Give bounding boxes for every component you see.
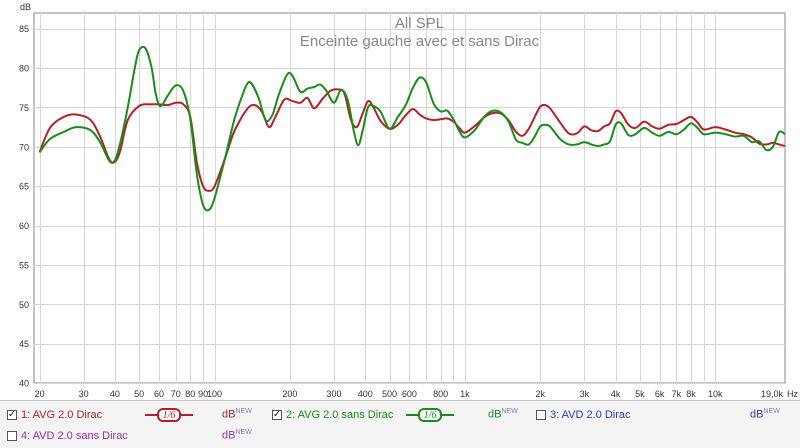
- legend-1-checkbox[interactable]: ✓: [7, 409, 17, 420]
- x-tick-label: 2k: [535, 389, 545, 399]
- y-tick-label: 55: [19, 260, 29, 270]
- legend-1-smoothing[interactable]: 1/6: [145, 405, 193, 425]
- y-tick-label: 40: [19, 379, 29, 389]
- y-tick-label: 70: [19, 142, 29, 152]
- x-tick-label: 5k: [635, 389, 645, 399]
- x-tick-label: 20: [35, 389, 45, 399]
- x-tick-label: 4k: [611, 389, 621, 399]
- smoothing-1-badge[interactable]: 1/6: [157, 408, 181, 422]
- legend-entry-1: ✓ 1: AVG 2.0 Dirac: [7, 405, 102, 425]
- x-tick-label: 19,0k: [761, 389, 784, 399]
- x-tick-label: 1k: [460, 389, 470, 399]
- legend-3-db-label[interactable]: dBNEW: [750, 408, 780, 421]
- x-tick-label: 60: [154, 389, 164, 399]
- y-tick-label: 45: [19, 339, 29, 349]
- chart-subtitle: Enceinte gauche avec et sans Dirac: [300, 33, 540, 50]
- chart-title: All SPL: [395, 15, 444, 32]
- y-tick-label: 85: [19, 24, 29, 34]
- x-tick-label: 50: [134, 389, 144, 399]
- x-tick-label: 800: [433, 389, 448, 399]
- y-tick-label: 50: [19, 300, 29, 310]
- legend-entry-3: 3: AVD 2.0 Dirac: [536, 405, 631, 425]
- x-tick-label: 8k: [686, 389, 696, 399]
- x-tick-label: 80: [185, 389, 195, 399]
- x-tick-label: 70: [171, 389, 181, 399]
- legend-4-number: 4: [21, 430, 28, 442]
- legend-4-label: 4: AVD 2.0 sans Dirac: [21, 430, 128, 442]
- series-line-2: [38, 45, 786, 212]
- x-tick-label: 90: [198, 389, 208, 399]
- x-tick-label: 600: [402, 389, 417, 399]
- legend-2-number: 2: [286, 409, 293, 421]
- legend-2-checkbox[interactable]: ✓: [272, 409, 282, 420]
- legend-3-number: 3: [550, 409, 557, 421]
- legend-3-label: 3: AVD 2.0 Dirac: [550, 409, 631, 421]
- legend-2-db-label[interactable]: dBNEW: [488, 408, 518, 421]
- legend-1-name: AVG 2.0 Dirac: [32, 409, 103, 421]
- legend-1-number: 1: [21, 409, 28, 421]
- x-tick-label: 10k: [708, 389, 723, 399]
- legend-1-label: 1: AVG 2.0 Dirac: [21, 409, 103, 421]
- x-tick-label: 200: [282, 389, 297, 399]
- x-tick-label: 40: [110, 389, 120, 399]
- x-tick-label: 400: [358, 389, 373, 399]
- legend-bar: ✓ 1: AVG 2.0 Dirac 1/6 dBNEW ✓ 2: AVG 2.…: [0, 400, 800, 448]
- smoothing-2-badge[interactable]: 1/6: [418, 408, 442, 422]
- x-tick-label: 3k: [580, 389, 590, 399]
- y-tick-label: 75: [19, 103, 29, 113]
- x-tick-label: 30: [79, 389, 89, 399]
- y-tick-label: 60: [19, 221, 29, 231]
- legend-2-name: AVG 2.0 sans Dirac: [297, 409, 394, 421]
- legend-4-name: AVD 2.0 sans Dirac: [32, 430, 128, 442]
- x-tick-label: 300: [326, 389, 341, 399]
- legend-2-smoothing[interactable]: 1/6: [406, 405, 454, 425]
- y-axis-label: dB: [20, 2, 31, 12]
- x-tick-label: 7k: [672, 389, 682, 399]
- x-tick-label: 100: [207, 389, 222, 399]
- y-tick-label: 80: [19, 64, 29, 74]
- legend-3-name: AVD 2.0 Dirac: [561, 409, 631, 421]
- y-tick-label: 65: [19, 182, 29, 192]
- x-tick-label: 6k: [655, 389, 665, 399]
- spl-chart: 40 45 50 55 60 65 70 75 80 85 dB 20 30 40 50 60 70 80 90 10…: [19, 2, 799, 399]
- legend-entry-4: 4: AVD 2.0 sans Dirac: [7, 426, 128, 446]
- legend-entry-2: ✓ 2: AVG 2.0 sans Dirac: [272, 405, 393, 425]
- legend-2-label: 2: AVG 2.0 sans Dirac: [286, 409, 394, 421]
- legend-1-db-label[interactable]: dBNEW: [222, 408, 252, 421]
- legend-3-checkbox[interactable]: [536, 410, 546, 420]
- x-axis-unit-label: Hz: [787, 389, 798, 399]
- legend-4-checkbox[interactable]: [7, 431, 17, 441]
- x-tick-label: 500: [382, 389, 397, 399]
- legend-4-db-label[interactable]: dBNEW: [222, 429, 252, 442]
